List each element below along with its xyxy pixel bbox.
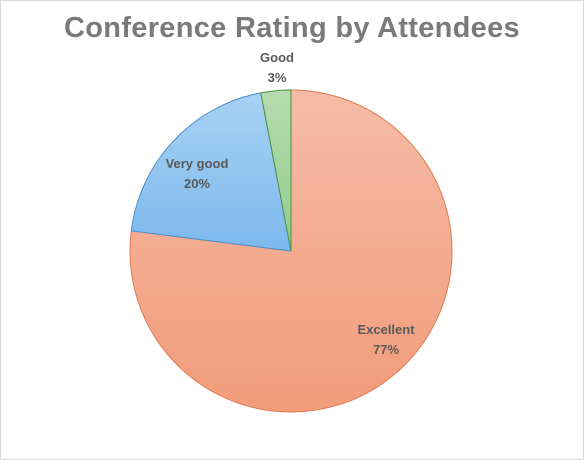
pie-slice-very-good	[130, 92, 292, 252]
pie-slice-good	[260, 89, 292, 252]
slice-label-good: Good	[260, 50, 294, 65]
slice-value-very-good: 20%	[184, 176, 210, 191]
slice-value-excellent: 77%	[373, 342, 399, 357]
slice-label-excellent: Excellent	[357, 322, 415, 337]
chart-title: Conference Rating by Attendees	[64, 12, 520, 44]
slice-value-good: 3%	[268, 70, 287, 85]
slice-label-very-good: Very good	[166, 156, 229, 171]
